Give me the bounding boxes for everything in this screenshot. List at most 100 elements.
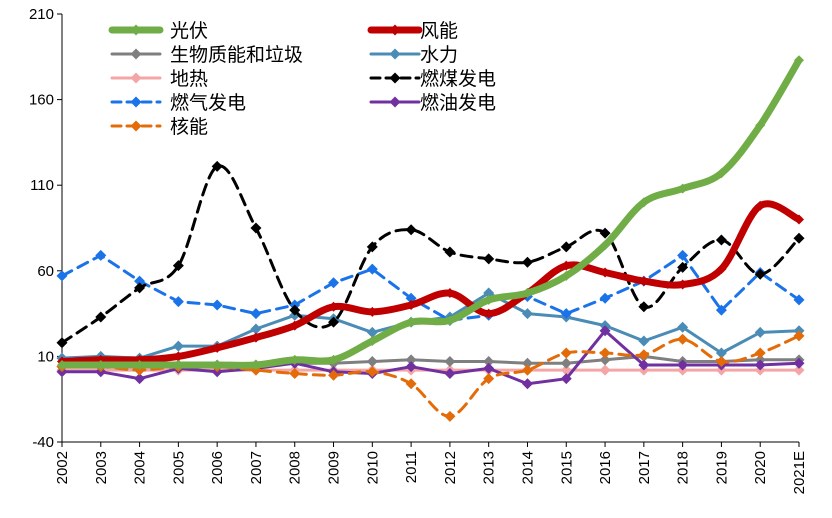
legend-label: 燃煤发电 [420,68,496,90]
legend-swatch-marker [130,72,142,84]
data-point [716,264,727,275]
x-tick-label: 2012 [442,451,459,484]
data-point [483,356,495,368]
data-point [250,359,261,370]
x-tick-label: 2019 [713,451,730,484]
x-tick-label: 2005 [170,451,187,484]
data-point [599,292,611,304]
data-point [599,347,611,359]
series-line [60,253,801,322]
data-point [715,356,727,368]
data-point [173,351,184,362]
x-tick-label: 2015 [558,451,575,484]
data-point [250,222,262,234]
data-point [755,120,766,131]
series-line [58,200,803,365]
legend-item: 光伏 [108,20,208,42]
legend-label: 地热 [170,68,208,90]
data-point [211,160,223,172]
legend-item: 燃气发电 [110,92,246,114]
data-point [793,294,805,306]
data-point [289,304,301,316]
legend-item: 生物质能和垃圾 [110,44,303,66]
x-tick-label: 2017 [636,451,653,484]
data-point [406,300,417,311]
legend-label: 光伏 [170,20,208,42]
x-tick-label: 2018 [675,451,692,484]
y-tick-label: 60 [37,263,54,280]
data-point [560,364,572,376]
data-point [677,261,689,273]
legend-label: 燃油发电 [420,92,496,114]
legend-swatch-marker [130,24,142,36]
legend-item: 地热 [110,68,208,90]
data-point [715,347,727,359]
x-tick-label: 2008 [287,451,304,484]
data-point [794,55,804,66]
data-point [366,356,378,368]
data-point [716,168,727,179]
data-point [405,224,417,236]
x-tick-label: 2011 [403,451,420,483]
x-tick-label: 2003 [93,451,110,484]
legend-swatch-marker [389,48,401,60]
x-tick-label: 2014 [519,451,536,484]
legend-item: 燃油发电 [369,92,496,114]
data-point [677,321,689,333]
data-point [172,340,184,352]
data-point [95,359,106,370]
data-point [172,296,184,308]
x-tick-label: 2006 [209,451,226,484]
legend-swatch-marker [389,72,401,84]
data-point [638,276,649,287]
data-point [367,335,378,346]
x-tick-label: 2004 [132,451,149,484]
data-point [328,369,340,381]
data-point [561,260,572,271]
data-point [483,308,494,319]
data-point [483,362,495,374]
data-point [677,249,689,261]
data-point [794,214,804,225]
chart-series [56,55,805,422]
data-point [638,349,650,361]
data-point [715,304,727,316]
data-point [212,342,223,353]
data-point [95,249,107,261]
data-point [134,282,146,294]
data-point [367,306,378,317]
data-point [405,361,417,373]
legend-item: 水力 [369,44,458,66]
x-tick-label: 2013 [481,451,498,484]
data-point [444,368,456,380]
x-tick-label: 2002 [54,451,71,484]
x-tick-label: 2010 [364,451,381,484]
data-point [521,364,533,376]
series-line [60,291,801,360]
x-tick-label: 2009 [326,451,343,484]
legend-item: 风能 [367,20,458,42]
data-point [366,241,378,253]
data-point [599,325,611,337]
legend-swatch-marker [130,96,142,108]
data-point [366,366,378,378]
y-tick-label: 110 [30,177,54,194]
data-point [560,357,572,369]
data-point [638,301,650,313]
data-point [250,308,262,320]
data-point [521,256,533,268]
data-point [599,364,611,376]
data-point [600,267,611,278]
data-point [793,330,805,342]
data-point [134,275,146,287]
data-point [560,373,572,385]
x-tick-label: 2007 [248,451,265,484]
data-point [405,378,417,390]
data-point [289,320,300,331]
series-line [60,164,801,345]
x-tick-label: 2021E [791,451,808,494]
data-point [560,241,572,253]
series-6 [56,249,805,326]
